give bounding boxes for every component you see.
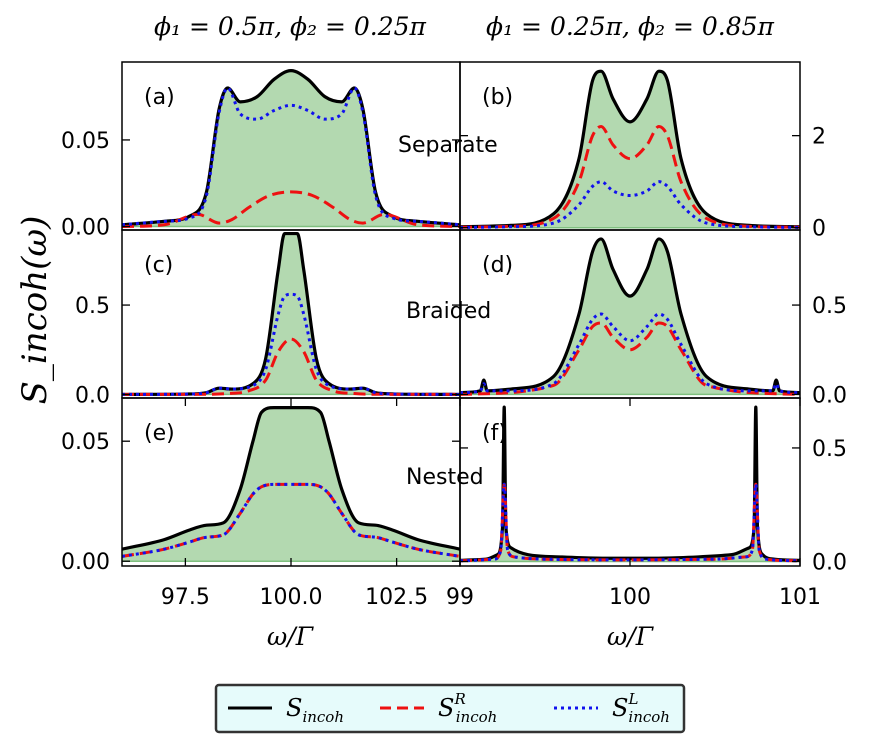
legend: Sincoh SR incoh SL incoh	[214, 683, 686, 734]
line-right-b	[460, 124, 800, 229]
xtick-label-e-2: 102.5	[365, 585, 428, 610]
ytick-label-e-1: 0.05	[61, 430, 110, 455]
panels: 0.00 0.05 (a) Separate 0 2 (b) 0.0 0.5 (c) Braided…	[61, 61, 847, 610]
ytick-label-a-0: 0.00	[61, 216, 110, 241]
line-left-f	[460, 482, 800, 563]
legend-box	[214, 683, 686, 734]
panel-annotation-c: Braided	[406, 299, 491, 324]
ytick-label-e-0: 0.00	[61, 550, 110, 575]
column-title-right: ϕ₁ = 0.25π, ϕ₂ = 0.85π	[486, 12, 774, 41]
ytick-label-c-1: 0.5	[75, 294, 110, 319]
xtick-label-e-0: 97.5	[161, 585, 210, 610]
xtick-label-f-0: 99	[446, 585, 474, 610]
ytick-label-b-0: 0	[812, 217, 826, 242]
ytick-label-f-0: 0.0	[812, 550, 847, 575]
area-total-c	[122, 233, 460, 395]
ytick-label-a-1: 0.05	[61, 129, 110, 154]
xtick-label-e-1: 100.0	[260, 585, 323, 610]
line-total-b	[460, 69, 800, 229]
legend-label-total: Sincoh	[286, 694, 344, 726]
panel-c: 0.0 0.5 (c) Braided	[75, 229, 491, 408]
plot-area-a	[122, 69, 460, 229]
ytick-label-c-0: 0.0	[75, 383, 110, 408]
line-left-b	[460, 180, 800, 229]
xtick-label-f-1: 100	[609, 585, 651, 610]
line-left-e	[122, 482, 460, 558]
line-total-e	[122, 406, 460, 551]
line-left-c	[122, 292, 460, 396]
area-total-a	[122, 70, 460, 227]
panel-b: 0 2 (b)	[459, 61, 826, 242]
line-left-a	[122, 86, 460, 227]
area-total-b	[460, 71, 800, 228]
ytick-label-f-1: 0.5	[812, 437, 847, 462]
panel-label-f: (f)	[482, 421, 507, 446]
frame-f	[459, 397, 801, 567]
legend-label-right: SR incoh	[438, 690, 497, 726]
panel-label-e: (e)	[144, 421, 175, 446]
xtick-label-f-2: 101	[779, 585, 821, 610]
line-left-d	[460, 312, 800, 395]
plot-area-f	[460, 405, 800, 563]
y-axis-label: S_incoh(ω)	[15, 216, 55, 405]
x-axis-label-left: ω/Γ	[267, 622, 315, 651]
ytick-label-b-1: 2	[812, 125, 826, 150]
panel-e: 0.00 0.05 97.5 100.0 102.5 (e) Nested	[61, 397, 484, 610]
line-right-d	[460, 321, 800, 396]
column-title-left: ϕ₁ = 0.5π, ϕ₂ = 0.25π	[154, 12, 427, 41]
area-total-d	[460, 238, 800, 395]
line-right-a	[122, 190, 460, 229]
panel-label-b: (b)	[482, 85, 513, 110]
panel-label-c: (c)	[144, 253, 173, 278]
panel-f: 0.0 0.5 99 100 101 (f)	[446, 397, 847, 610]
panel-a: 0.00 0.05 (a) Separate	[61, 61, 498, 241]
panel-annotation-e: Nested	[406, 465, 484, 490]
area-total-f	[460, 407, 800, 562]
ytick-label-d-0: 0.0	[812, 383, 847, 408]
plot-area-c	[122, 231, 460, 397]
area-total-e	[122, 407, 460, 562]
line-right-c	[122, 337, 460, 396]
panel-label-d: (d)	[482, 253, 513, 278]
panel-label-a: (a)	[144, 85, 175, 110]
line-total-f	[460, 405, 800, 562]
panel-annotation-a: Separate	[398, 133, 498, 158]
legend-label-left: SL incoh	[612, 690, 670, 726]
plot-area-b	[460, 69, 800, 229]
ytick-label-d-1: 0.5	[812, 294, 847, 319]
plot-area-d	[460, 237, 800, 396]
panel-d: 0.0 0.5 (d)	[459, 229, 847, 408]
x-axis-label-right: ω/Γ	[607, 622, 655, 651]
